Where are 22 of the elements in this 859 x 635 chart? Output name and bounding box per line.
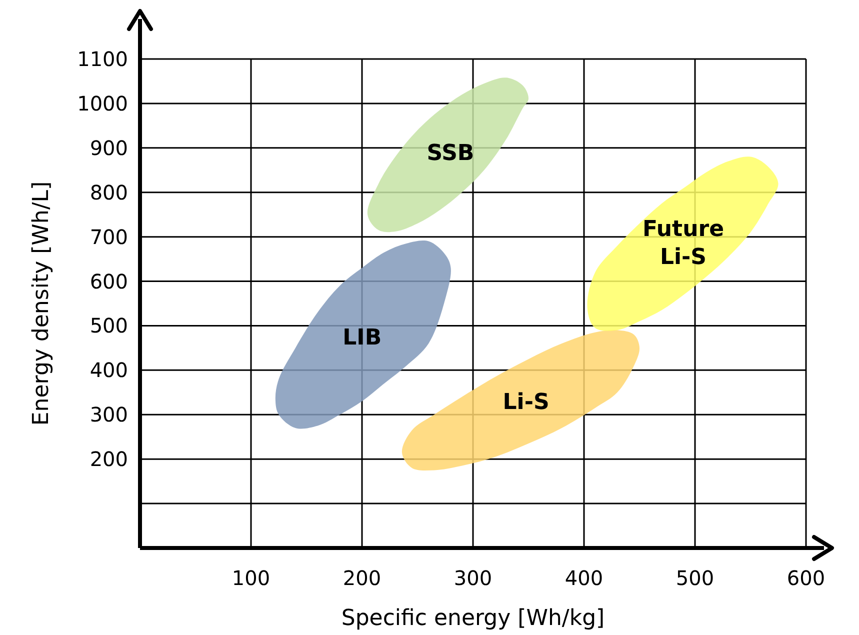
series-label: Li-S <box>502 390 550 415</box>
y-tick-label: 300 <box>90 402 128 427</box>
series-label: LIB <box>342 325 382 350</box>
y-axis-title: Energy density [Wh/L] <box>29 181 54 426</box>
y-tick-label: 1100 <box>77 47 128 71</box>
y-tick-label: 800 <box>90 180 128 204</box>
x-tick-label: 100 <box>232 566 270 590</box>
y-tick-label: 900 <box>90 136 128 160</box>
x-tick-label: 200 <box>342 566 382 590</box>
x-tick-label: 500 <box>676 566 714 590</box>
series-label: Future Li-S <box>642 216 724 270</box>
y-tick-label: 500 <box>90 314 128 338</box>
y-tick-label: 400 <box>90 358 128 382</box>
series-label: SSB <box>426 141 474 166</box>
y-tick-label: 1000 <box>77 91 128 116</box>
x-tick-label: 600 <box>786 566 826 590</box>
y-tick-label: 200 <box>90 447 128 472</box>
x-tick-label: 300 <box>454 566 492 590</box>
x-tick-label: 400 <box>564 566 604 590</box>
y-tick-label: 600 <box>90 269 128 294</box>
y-tick-label: 700 <box>90 224 128 249</box>
x-axis-title: Specific energy [Wh/kg] <box>341 606 605 631</box>
